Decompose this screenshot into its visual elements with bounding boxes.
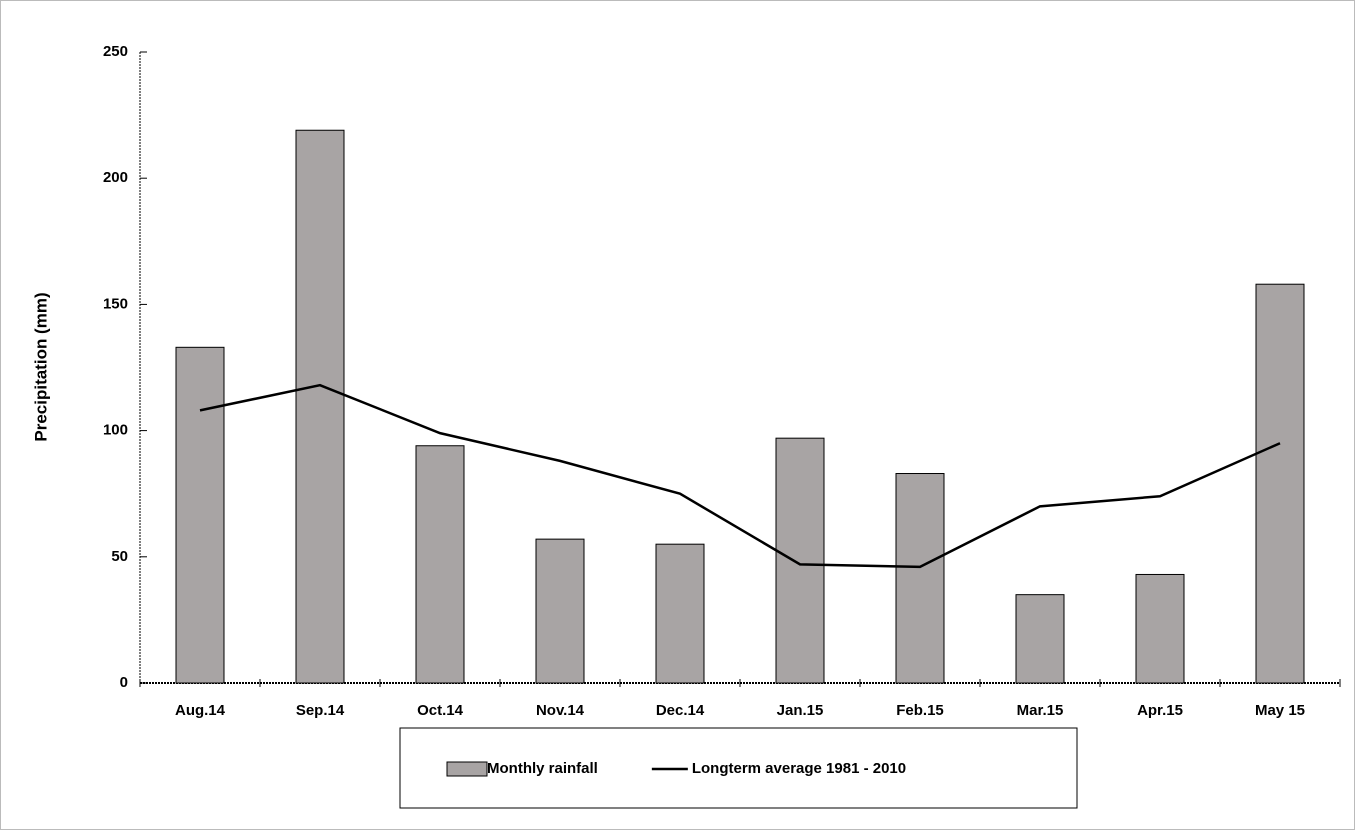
bar [895,473,945,684]
x-tick-label: May 15 [1255,702,1305,719]
bar [655,543,705,684]
bar [775,437,825,684]
x-tick-label: Aug.14 [175,702,226,719]
legend-box [399,727,1078,809]
bar [175,346,225,684]
x-tick-label: Dec.14 [656,702,705,719]
y-tick-label: 50 [111,548,128,565]
legend-label: Monthly rainfall [487,760,598,777]
y-tick-label: 100 [103,422,128,439]
legend-label: Longterm average 1981 - 2010 [692,760,906,777]
x-tick-label: Apr.15 [1137,702,1183,719]
bar [1255,283,1305,684]
y-axis-label: Precipitation (mm) [31,292,50,441]
y-tick-label: 200 [103,169,128,186]
x-tick-label: Feb.15 [896,702,944,719]
y-tick-label: 0 [120,674,128,691]
y-tick-label: 250 [103,43,128,60]
x-tick-label: Nov.14 [536,702,585,719]
bar [415,445,465,684]
legend-swatch [446,761,488,777]
y-tick-label: 150 [103,295,128,312]
x-tick-label: Mar.15 [1017,702,1064,719]
line [199,383,1281,569]
bar [1135,573,1185,684]
x-tick-label: Oct.14 [417,702,464,719]
bar [295,129,345,684]
bar [535,538,585,684]
x-tick-label: Jan.15 [777,702,824,719]
x-tick-label: Sep.14 [296,702,345,719]
bar [1015,594,1065,684]
